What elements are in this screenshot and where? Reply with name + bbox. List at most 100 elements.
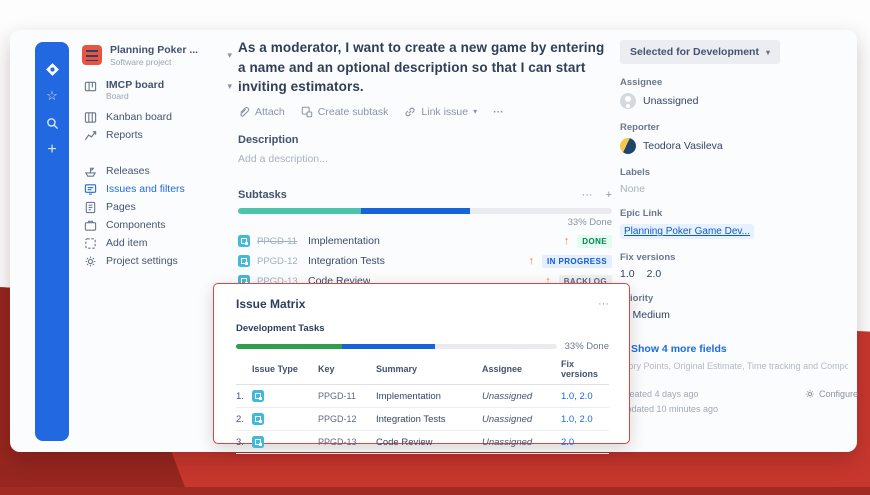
issue-key[interactable]: PPGD-12 (257, 255, 298, 267)
sidebar-item-label: Issues and filters (106, 183, 185, 196)
fix-versions-cell[interactable]: 1.0, 2.0 (561, 413, 593, 425)
description-placeholder[interactable]: Add a description... (238, 152, 328, 165)
issue-summary[interactable]: Implementation (376, 390, 441, 402)
issue-summary[interactable]: Implementation (308, 235, 380, 248)
issue-matrix-panel: Issue Matrix ··· Development Tasks 33% D… (213, 283, 630, 454)
more-actions-button[interactable]: ··· (493, 105, 504, 118)
subtask-row[interactable]: PPGD-12 Integration Tests ↑ IN PROGRESS (238, 252, 612, 271)
ship-icon (84, 165, 97, 178)
search-icon[interactable] (43, 114, 61, 132)
sidebar-item-label: Add item (106, 237, 148, 250)
epic-link-label: Epic Link (620, 208, 663, 219)
column-key: Key (318, 364, 335, 374)
avatar (620, 138, 636, 154)
subtask-row[interactable]: PPGD-11 Implementation ↑ DONE (238, 232, 612, 251)
fix-version-tag[interactable]: 1.0 (620, 268, 635, 280)
reporter-name: Teodora Vasileva (643, 140, 723, 152)
fix-versions-cell[interactable]: 1.0, 2.0 (561, 390, 593, 402)
matrix-table-row[interactable]: 1. PPGD-11 Implementation Unassigned 1.0… (236, 385, 609, 408)
column-issue-type: Issue Type (252, 364, 298, 374)
column-summary: Summary (376, 364, 418, 374)
issue-summary[interactable]: Integration Tests (308, 255, 385, 268)
progress-inprogress-segment (341, 344, 435, 349)
gear-icon (84, 255, 97, 268)
attach-button[interactable]: Attach (238, 106, 285, 118)
issue-key[interactable]: PPGD-11 (318, 391, 356, 401)
assignee-cell: Unassigned (482, 436, 533, 448)
priority-medium-icon: ↑ (528, 255, 535, 268)
star-icon[interactable]: ☆ (46, 88, 58, 103)
kanban-icon (84, 111, 97, 124)
fix-versions-cell[interactable]: 2.0 (561, 436, 575, 448)
assignee-cell: Unassigned (482, 390, 533, 402)
reports-icon (84, 129, 97, 142)
subtasks-add-button[interactable]: + (605, 188, 612, 201)
reporter-value[interactable]: Teodora Vasileva (620, 138, 858, 154)
subtasks-more-button[interactable]: ··· (581, 188, 593, 201)
sidebar-item-components[interactable]: Components (74, 216, 238, 234)
matrix-more-button[interactable]: ··· (598, 298, 609, 310)
issue-key[interactable]: PPGD-13 (318, 437, 357, 447)
row-number: 3. (236, 436, 244, 448)
subtasks-section: Subtasks ··· + 33% Done PPGD-11 Implemen… (238, 189, 612, 291)
epic-link[interactable]: Planning Poker Game Dev... (620, 224, 754, 239)
matrix-progress-label: 33% Done (564, 341, 609, 352)
link-issue-button[interactable]: Link issue ▾ (404, 106, 477, 118)
sidebar-item-label: Pages (106, 201, 136, 214)
issue-key[interactable]: PPGD-11 (257, 235, 297, 247)
sidebar-item-add-item[interactable]: Add item (74, 234, 238, 252)
issue-matrix-title: Issue Matrix (236, 297, 306, 311)
assignee-value[interactable]: Unassigned (620, 93, 858, 109)
board-name: IMCP board (106, 78, 165, 91)
labels-value[interactable]: None (620, 183, 646, 195)
status-lozenge[interactable]: IN PROGRESS (542, 254, 612, 268)
subtask-type-icon (252, 413, 264, 425)
page-icon (84, 201, 97, 214)
updated-timestamp: Updated 10 minutes ago (620, 404, 719, 414)
sidebar-item-releases[interactable]: Releases (74, 162, 238, 180)
project-type: Software project (110, 56, 172, 67)
status-label: Selected for Development (630, 46, 759, 58)
row-number: 1. (236, 390, 244, 402)
issue-key[interactable]: PPGD-12 (318, 414, 357, 424)
nav-rail: ☆ + (35, 42, 69, 441)
create-subtask-button[interactable]: Create subtask (301, 106, 388, 118)
create-icon[interactable]: + (47, 141, 57, 158)
sidebar-item-reports[interactable]: Reports (74, 126, 238, 144)
assignee-label: Assignee (620, 77, 663, 88)
components-icon (84, 219, 97, 232)
configure-button[interactable]: Configure (805, 389, 858, 399)
status-dropdown[interactable]: Selected for Development ▾ (620, 40, 780, 64)
project-name: Planning Poker ... (110, 44, 199, 56)
show-more-fields-link[interactable]: ▾ Show 4 more fields (620, 343, 858, 355)
board-switcher[interactable]: IMCP board Board ▾ (74, 75, 238, 106)
project-switcher[interactable]: Planning Poker ... Software project ▾ (74, 42, 238, 75)
chevron-down-icon: ▾ (765, 47, 770, 57)
issue-key[interactable]: PPGD-13 (257, 275, 298, 287)
progress-done-segment (238, 207, 362, 214)
sidebar-item-pages[interactable]: Pages (74, 198, 238, 216)
issue-summary[interactable]: Code Review (376, 436, 433, 448)
row-number: 2. (236, 413, 244, 425)
subtask-type-icon (238, 235, 250, 248)
status-lozenge[interactable]: DONE (577, 234, 612, 248)
matrix-table-row[interactable]: 3. PPGD-13 Code Review Unassigned 2.0 (236, 431, 609, 454)
jira-logo-icon[interactable] (43, 60, 61, 78)
chevron-down-icon[interactable]: ▾ (227, 50, 232, 60)
description-section: Description Add a description... (238, 134, 612, 165)
issue-toolbar: Attach Create subtask Link issue ▾ ··· (238, 106, 612, 118)
chevron-down-icon[interactable]: ▾ (227, 80, 232, 91)
configure-label: Configure (818, 389, 858, 399)
sidebar-item-kanban-board[interactable]: Kanban board (74, 108, 238, 126)
sidebar-item-issues-and-filters[interactable]: Issues and filters (74, 180, 238, 198)
fix-version-tag[interactable]: 2.0 (646, 268, 662, 280)
priority-value[interactable]: ↑ Medium (620, 309, 858, 321)
issue-title[interactable]: As a moderator, I want to create a new g… (238, 40, 605, 95)
sidebar-item-label: Project settings (106, 255, 178, 268)
sidebar-item-project-settings[interactable]: Project settings (74, 252, 238, 270)
matrix-progress-bar (236, 344, 557, 349)
issue-summary[interactable]: Integration Tests (376, 413, 446, 425)
created-timestamp: Created 4 days ago (620, 389, 699, 399)
project-logo-icon (82, 45, 102, 66)
matrix-table-row[interactable]: 2. PPGD-12 Integration Tests Unassigned … (236, 408, 609, 431)
